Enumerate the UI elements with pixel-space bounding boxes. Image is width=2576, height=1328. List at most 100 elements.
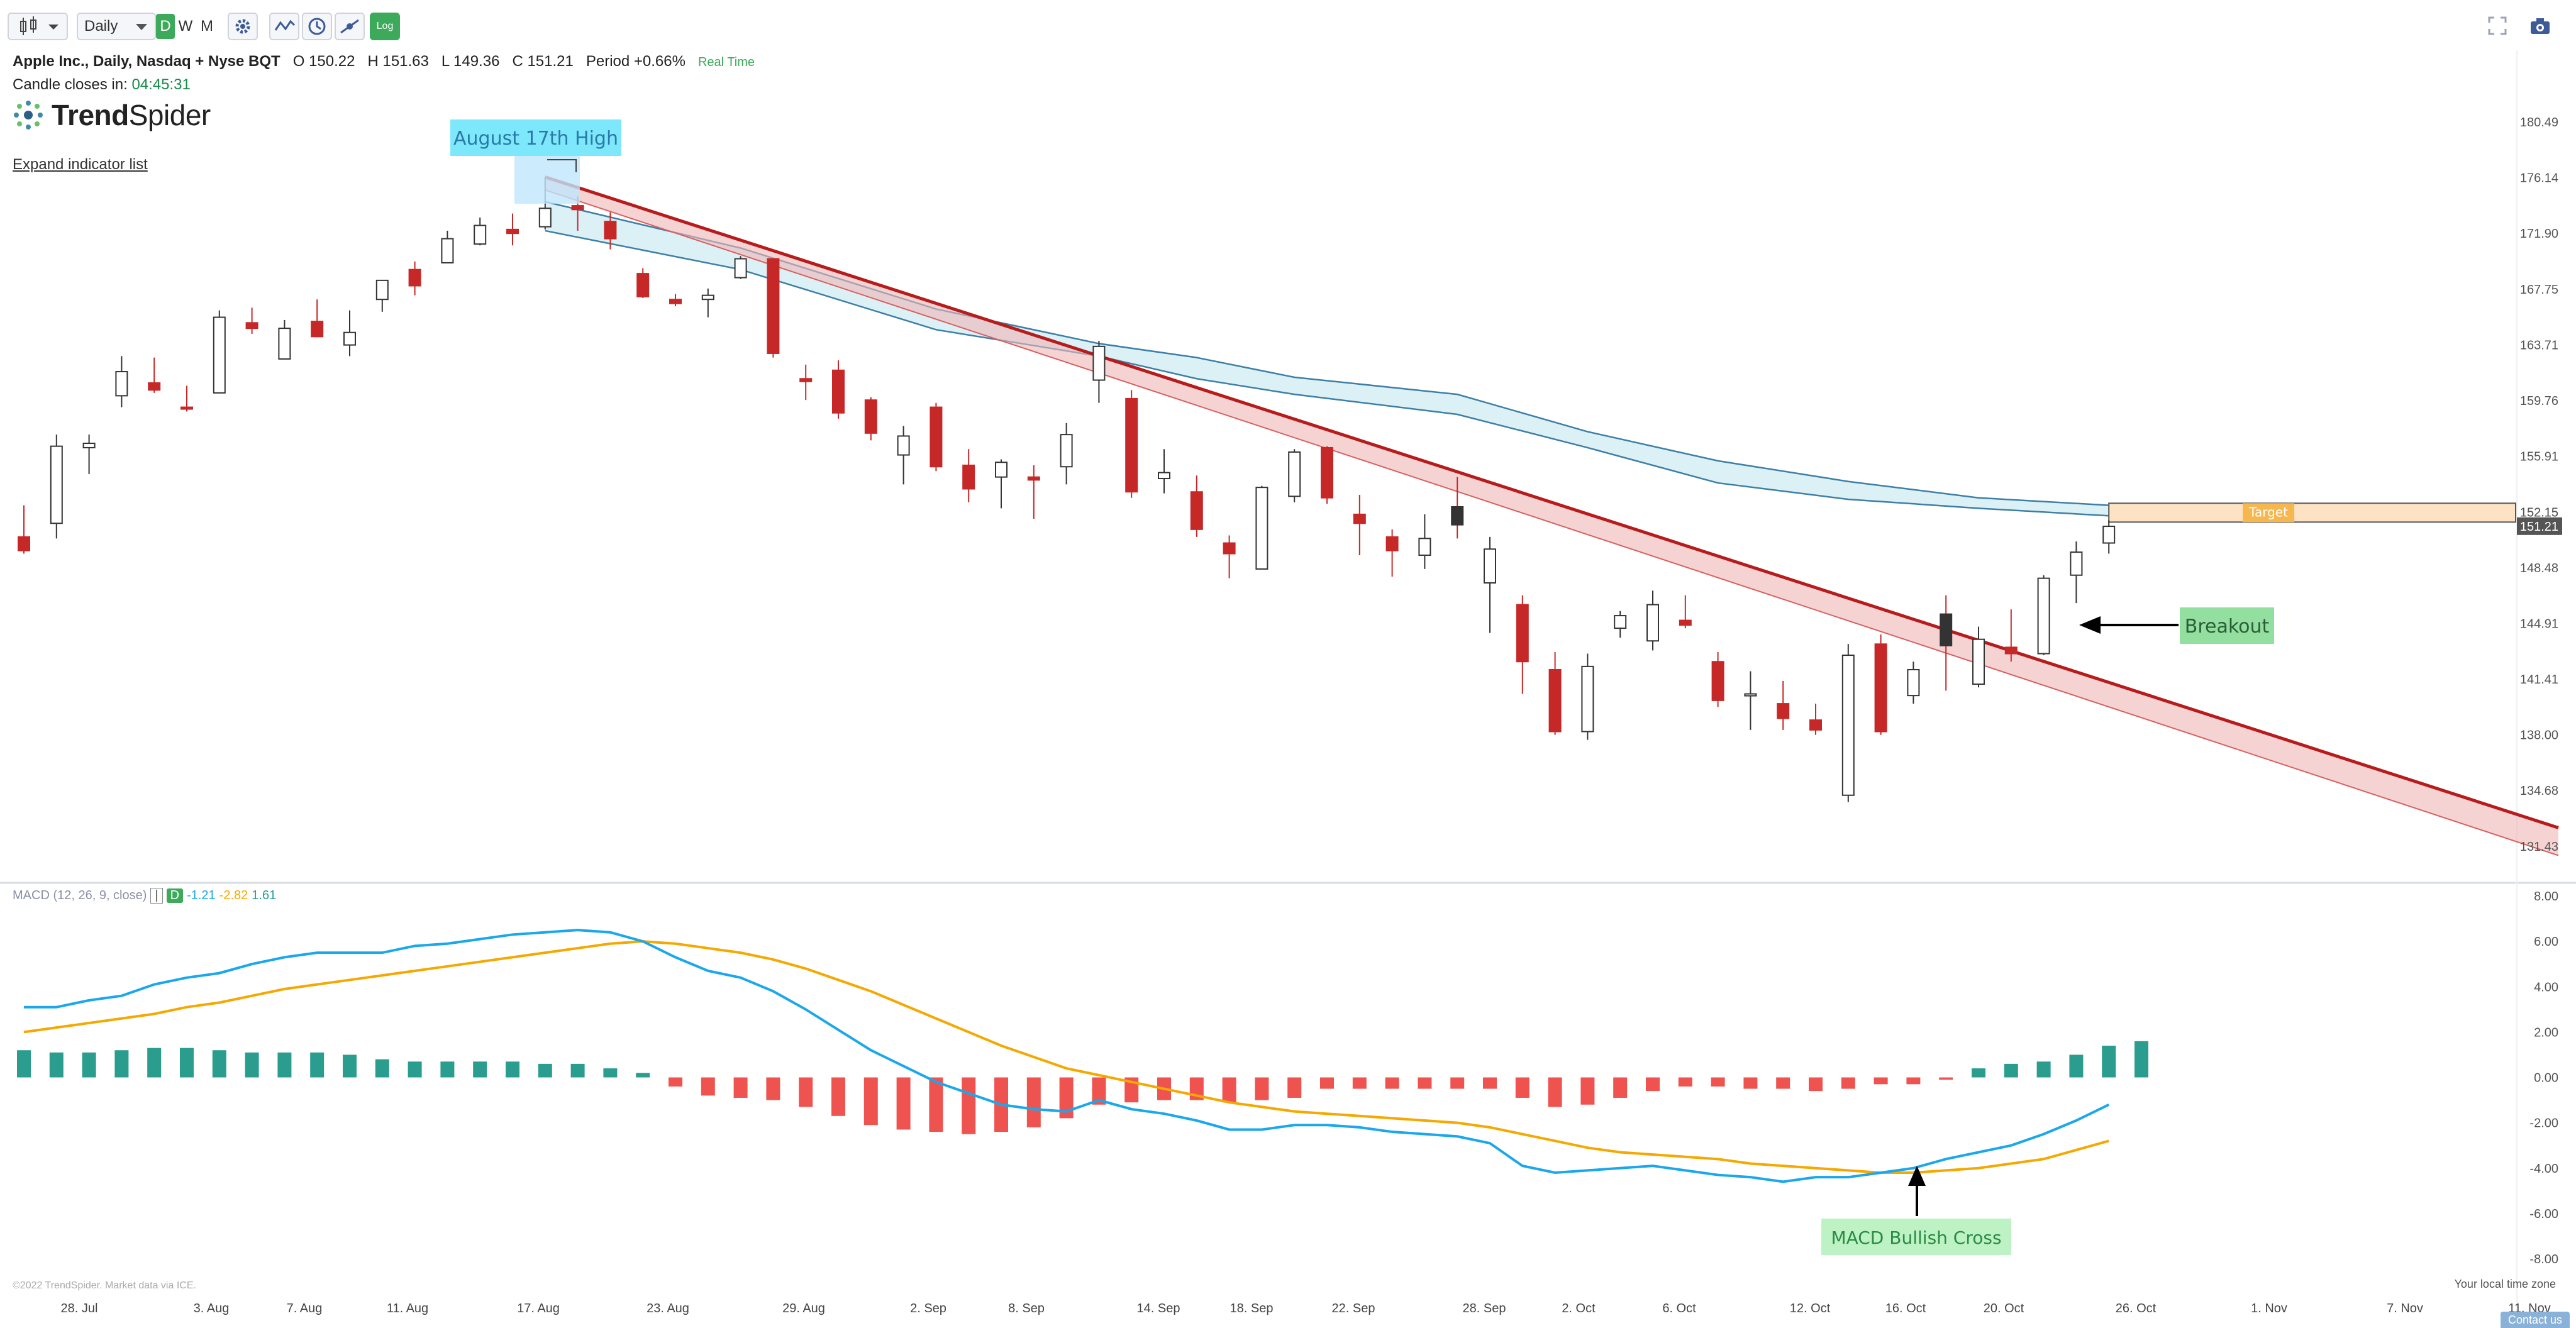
high-highlight-box xyxy=(514,156,580,204)
candle xyxy=(1972,626,1985,688)
candle xyxy=(1190,475,1203,537)
trend-channel-fill xyxy=(545,177,2558,856)
candle xyxy=(343,310,356,357)
macd-tick-label: 6.00 xyxy=(2534,935,2558,949)
candle-body xyxy=(962,464,975,490)
price-chart[interactable]: Target 152.15 180.49 176.14 171.90 167.75 163… xyxy=(0,50,2576,1328)
macd-histogram-bar xyxy=(962,1077,976,1134)
target-price-label: 152.15 xyxy=(2520,506,2558,519)
interval-w-button[interactable]: W xyxy=(178,18,193,35)
candle-body xyxy=(1777,703,1790,719)
high-label-box xyxy=(450,119,621,156)
macd-histogram-bar xyxy=(1222,1077,1236,1103)
interval-d-button[interactable]: D xyxy=(156,14,175,39)
breakout-label: Breakout xyxy=(2185,616,2270,638)
price-axis[interactable]: 180.49 176.14 171.90 167.75 163.71 159.76 155.… xyxy=(2517,116,2562,854)
realtime-badge: Real Time xyxy=(697,55,755,69)
macd-line xyxy=(24,929,2110,1183)
candle-body xyxy=(408,268,421,287)
macd-histogram-bar xyxy=(1972,1068,1985,1078)
price-tick-label: 138.00 xyxy=(2520,729,2558,743)
fullscreen-icon[interactable] xyxy=(2488,16,2507,35)
log-scale-button[interactable]: Log xyxy=(370,13,400,40)
last-price-tag xyxy=(2517,517,2562,535)
date-tick-label: 26. Oct xyxy=(2116,1302,2157,1315)
candle-body xyxy=(1679,619,1692,626)
macd-settings-box[interactable]: | xyxy=(150,888,163,904)
interval-select[interactable]: Daily xyxy=(77,13,156,40)
candle-body xyxy=(2037,577,2050,655)
macd-histogram-bar xyxy=(473,1061,487,1078)
candle-body xyxy=(148,382,161,391)
candle-body xyxy=(864,399,877,434)
macd-histogram-bar xyxy=(766,1077,780,1100)
date-tick-label: 2. Oct xyxy=(1562,1302,1596,1315)
date-tick-label: 7. Aug xyxy=(287,1302,323,1315)
macd-histogram-bar xyxy=(570,1063,585,1078)
date-tick-label: 28. Sep xyxy=(1463,1302,1506,1315)
date-tick-label: 17. Aug xyxy=(517,1302,560,1315)
candle xyxy=(506,213,519,246)
macd-histogram-bar xyxy=(603,1068,618,1078)
candle-body xyxy=(1190,491,1203,530)
macd-histogram-bar xyxy=(1580,1077,1595,1105)
high-label: August 17th High xyxy=(453,128,618,150)
trendline-tool-icon xyxy=(340,19,359,34)
expand-indicator-list-link[interactable]: Expand indicator list xyxy=(13,156,148,173)
chart-grid xyxy=(0,50,2576,1328)
macd-histogram-bar xyxy=(1939,1077,1953,1080)
macd-histogram-bar xyxy=(1678,1077,1692,1087)
trendspider-logo: TrendSpider xyxy=(13,99,211,131)
macd-histogram-bar xyxy=(212,1050,226,1078)
chart-type-dropdown[interactable] xyxy=(8,13,68,40)
macd-histogram-bar xyxy=(929,1077,943,1132)
drawing-tools-button[interactable] xyxy=(335,13,365,40)
interval-m-button[interactable]: M xyxy=(201,18,213,35)
macd-histogram-bar xyxy=(2036,1061,2051,1078)
date-tick-label: 29. Aug xyxy=(782,1302,825,1315)
price-tick-label: 134.68 xyxy=(2520,784,2558,798)
candle-body xyxy=(1711,661,1724,701)
candle xyxy=(1092,340,1106,403)
contact-us-button[interactable]: Contact us xyxy=(2501,1312,2570,1328)
candle xyxy=(375,279,389,312)
macd-histogram-bar xyxy=(1255,1077,1269,1100)
macd-histogram-bar xyxy=(1287,1077,1302,1098)
candle xyxy=(1809,704,1822,735)
interval-value: Daily xyxy=(84,18,118,35)
candle xyxy=(734,256,747,279)
settings-button[interactable] xyxy=(228,13,258,40)
candle-countdown: 04:45:31 xyxy=(131,76,191,93)
chevron-down-icon xyxy=(48,25,58,30)
period-change: Period +0.66% xyxy=(586,53,686,70)
target-label-box xyxy=(2243,503,2294,523)
candle xyxy=(1841,644,1855,802)
trend-upper-line xyxy=(545,175,2559,829)
candle xyxy=(1451,477,1464,539)
logo-icon xyxy=(14,101,43,130)
candle-body xyxy=(1614,615,1627,629)
candle xyxy=(1353,494,1366,555)
macd-histogram-bar xyxy=(180,1048,194,1078)
high-value: H 151.63 xyxy=(367,53,429,70)
macd-histogram-bar xyxy=(538,1063,552,1078)
candle xyxy=(1614,611,1627,638)
candle xyxy=(1711,651,1724,707)
macd-tick-label: -2.00 xyxy=(2529,1117,2558,1131)
macd-histogram-bar xyxy=(1711,1077,1725,1087)
date-axis[interactable]: 28. Jul 3. Aug 7. Aug 11. Aug 17. Aug 23. Aug… xyxy=(61,1302,2551,1315)
indicators-button[interactable] xyxy=(269,13,299,40)
price-tick-label: 152.15 xyxy=(2520,506,2558,519)
target-zone: Target 152.15 xyxy=(2108,502,2558,523)
camera-icon[interactable] xyxy=(2529,16,2551,35)
candle-body xyxy=(1646,604,1659,642)
candle-body xyxy=(1451,506,1464,526)
time-button[interactable] xyxy=(302,13,332,40)
macd-histogram-bar xyxy=(343,1054,357,1078)
macd-histogram-bar xyxy=(277,1052,292,1078)
candle-body xyxy=(441,238,454,263)
candle xyxy=(995,459,1008,509)
macd-histogram-bar xyxy=(1483,1077,1497,1089)
candle-body xyxy=(1809,719,1822,731)
macd-histogram-bar xyxy=(1352,1077,1367,1089)
